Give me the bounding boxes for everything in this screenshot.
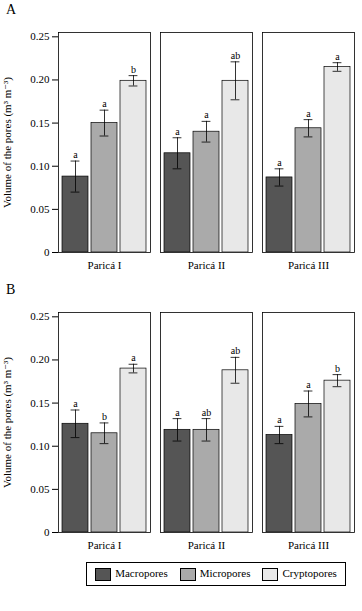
svg-text:Paricá II: Paricá II — [188, 539, 226, 551]
svg-text:0.25: 0.25 — [30, 30, 50, 42]
svg-text:Paricá II: Paricá II — [188, 259, 226, 271]
svg-text:ab: ab — [231, 50, 240, 61]
html-text:A: A — [6, 2, 17, 17]
svg-text:Paricá I: Paricá I — [88, 259, 122, 271]
html-text:Micropores: Micropores — [199, 567, 251, 579]
svg-text:b: b — [102, 411, 107, 422]
svg-text:b: b — [335, 363, 340, 374]
svg-text:a: a — [277, 414, 282, 425]
svg-text:a: a — [335, 51, 340, 62]
svg-text:Paricá I: Paricá I — [88, 539, 122, 551]
html-text:Macropores: Macropores — [115, 567, 168, 579]
svg-text:a: a — [204, 109, 209, 120]
svg-text:0.20: 0.20 — [30, 73, 50, 85]
svg-text:Volume of the pores (m³ m⁻³): Volume of the pores (m³ m⁻³) — [1, 77, 14, 208]
svg-text:ab: ab — [231, 345, 240, 356]
svg-text:0.25: 0.25 — [30, 310, 50, 322]
svg-text:ab: ab — [202, 407, 211, 418]
svg-text:0.10: 0.10 — [30, 440, 50, 452]
svg-text:a: a — [131, 352, 136, 363]
svg-text:a: a — [73, 149, 78, 160]
svg-text:a: a — [102, 98, 107, 109]
svg-text:0.05: 0.05 — [30, 203, 50, 215]
svg-text:b: b — [131, 64, 136, 75]
html-text:Cryptopores: Cryptopores — [282, 567, 337, 579]
svg-text:Volume of the pores (m³ m⁻³): Volume of the pores (m³ m⁻³) — [1, 357, 14, 488]
svg-text:0: 0 — [44, 526, 50, 538]
svg-text:Paricá III: Paricá III — [288, 259, 330, 271]
svg-text:0.10: 0.10 — [30, 160, 50, 172]
svg-text:a: a — [306, 108, 311, 119]
svg-text:Paricá III: Paricá III — [288, 539, 330, 551]
svg-text:a: a — [306, 379, 311, 390]
svg-text:a: a — [175, 407, 180, 418]
svg-text:0.15: 0.15 — [30, 117, 50, 129]
svg-text:a: a — [175, 126, 180, 137]
svg-text:a: a — [277, 157, 282, 168]
svg-text:0.05: 0.05 — [30, 483, 50, 495]
html-text:B: B — [6, 282, 16, 297]
svg-text:a: a — [73, 398, 78, 409]
svg-text:0: 0 — [44, 246, 50, 258]
svg-text:0.20: 0.20 — [30, 353, 50, 365]
svg-text:0.15: 0.15 — [30, 397, 50, 409]
